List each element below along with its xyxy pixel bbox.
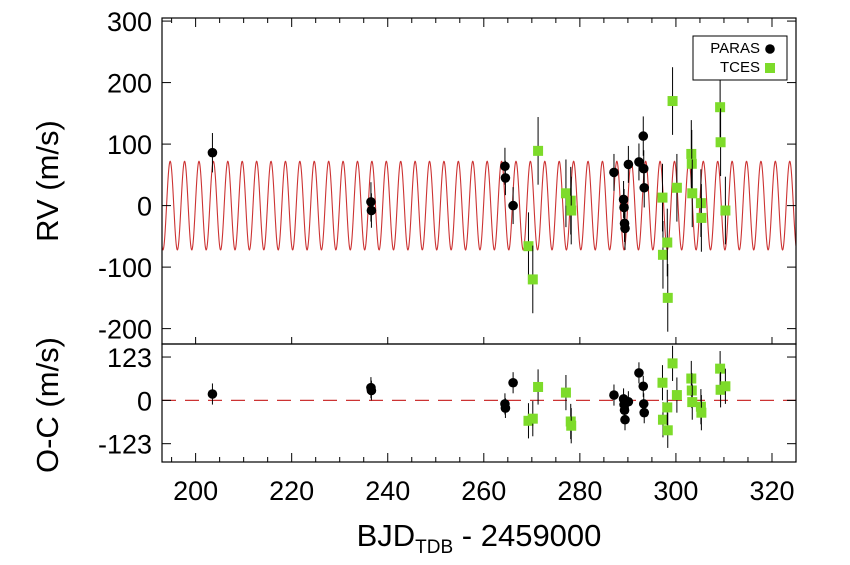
rv-panel: 300 200 100 0 -100 -200 RV (m/s) PARAS TCES (30, 7, 797, 345)
rv-ytick-label-0: 300 (107, 7, 152, 37)
rv-point-tces-18 (715, 137, 726, 148)
rv-ytick-label-3: 0 (137, 192, 152, 222)
rv-ytick-label-5: -200 (98, 315, 152, 345)
residual-point-tces-7 (657, 414, 668, 425)
x-axis-title-subscript: TDB (415, 537, 453, 558)
rv-point-paras-4 (500, 173, 511, 183)
rv-point-tces-17 (715, 102, 726, 113)
residual-plot-frame (161, 343, 797, 463)
residual-point-tces-6 (657, 377, 668, 388)
x-axis-title-suffix: - 2459000 (453, 518, 601, 553)
legend-marker-paras (765, 44, 775, 54)
rv-ytick-label-1: 200 (107, 69, 152, 99)
residual-ytick-label-2: -123 (98, 430, 152, 460)
rv-point-paras-5 (508, 200, 518, 211)
xtick-label-4: 280 (557, 476, 602, 506)
legend-marker-tces (765, 63, 775, 73)
rv-point-paras-11 (623, 159, 634, 170)
residual-data-points (207, 345, 731, 448)
residual-point-paras-10 (620, 414, 630, 425)
residual-point-tces-1 (527, 413, 538, 424)
residual-point-paras-12 (634, 368, 644, 378)
rv-point-tces-19 (720, 205, 731, 216)
rv-model-curve (162, 160, 796, 251)
legend-label-paras: PARAS (710, 40, 760, 57)
residual-point-tces-19 (720, 381, 731, 392)
residual-point-paras-13 (638, 381, 649, 392)
rv-point-paras-12 (634, 157, 644, 167)
rv-point-paras-15 (639, 182, 650, 193)
xtick-label-3: 260 (461, 476, 506, 506)
residual-point-tces-16 (696, 407, 707, 418)
xtick-label-1: 220 (269, 476, 314, 506)
xtick-label-0: 200 (173, 476, 218, 506)
residual-point-paras-2 (366, 385, 377, 396)
xtick-label-2: 240 (365, 476, 410, 506)
rv-point-tces-1 (527, 274, 538, 285)
residual-point-paras-0 (207, 389, 218, 399)
rv-point-tces-6 (657, 192, 668, 203)
residual-point-tces-17 (715, 363, 726, 374)
x-axis-title-main: BJD (357, 518, 416, 553)
rv-data-points (207, 67, 731, 332)
rv-point-tces-0 (523, 241, 534, 252)
residual-point-paras-4 (500, 403, 511, 413)
residual-point-tces-5 (566, 420, 577, 431)
residual-ytick-label-1: 0 (137, 386, 152, 416)
residual-point-tces-9 (662, 425, 673, 436)
rv-point-tces-10 (667, 96, 678, 107)
rv-point-tces-9 (662, 292, 673, 303)
rv-point-paras-6 (609, 167, 619, 178)
rv-point-tces-5 (566, 205, 577, 216)
residual-y-axis-title: O-C (m/s) (30, 337, 65, 473)
legend-label-tces: TCES (720, 59, 760, 76)
rv-point-paras-2 (366, 205, 377, 216)
residual-ytick-label-0: 123 (107, 343, 152, 373)
legend: PARAS TCES (692, 35, 788, 81)
rv-point-tces-14 (687, 188, 698, 199)
residual-panel: 123 0 -123 200 220 240 260 280 300 320 O-C (m/s)… (30, 18, 797, 558)
rv-point-paras-13 (638, 131, 649, 141)
xtick-label-5: 300 (653, 476, 698, 506)
residual-point-paras-11 (623, 396, 634, 407)
rv-point-paras-10 (620, 223, 630, 234)
rv-point-paras-0 (207, 147, 218, 158)
rv-point-tces-2 (533, 145, 544, 156)
rv-point-tces-3 (560, 188, 571, 199)
rv-point-tces-11 (671, 182, 682, 193)
residual-point-tces-2 (533, 381, 544, 392)
residual-point-paras-5 (508, 377, 518, 388)
residual-point-tces-3 (560, 387, 571, 398)
residual-point-tces-11 (671, 390, 682, 401)
residual-point-tces-8 (662, 402, 673, 413)
residual-point-tces-10 (667, 358, 678, 369)
residual-point-paras-15 (639, 407, 650, 418)
rv-point-tces-7 (657, 249, 668, 260)
rv-y-axis-title: RV (m/s) (30, 120, 65, 242)
residual-point-tces-14 (687, 397, 698, 408)
rv-model-path (162, 160, 796, 251)
rv-y-axis-ticks: 300 200 100 0 -100 -200 (98, 7, 796, 345)
rv-ytick-label-2: 100 (107, 130, 152, 160)
rv-point-tces-16 (696, 212, 707, 223)
rv-point-tces-8 (662, 237, 673, 248)
rv-ytick-label-4: -100 (98, 253, 152, 283)
residual-y-axis-ticks: 123 0 -123 (98, 343, 796, 460)
residual-point-paras-6 (609, 390, 619, 400)
xtick-label-6: 320 (749, 476, 794, 506)
x-axis-title: BJDTDB - 2459000 (357, 518, 602, 558)
x-axis-ticks: 200 220 240 260 280 300 320 (171, 18, 797, 506)
